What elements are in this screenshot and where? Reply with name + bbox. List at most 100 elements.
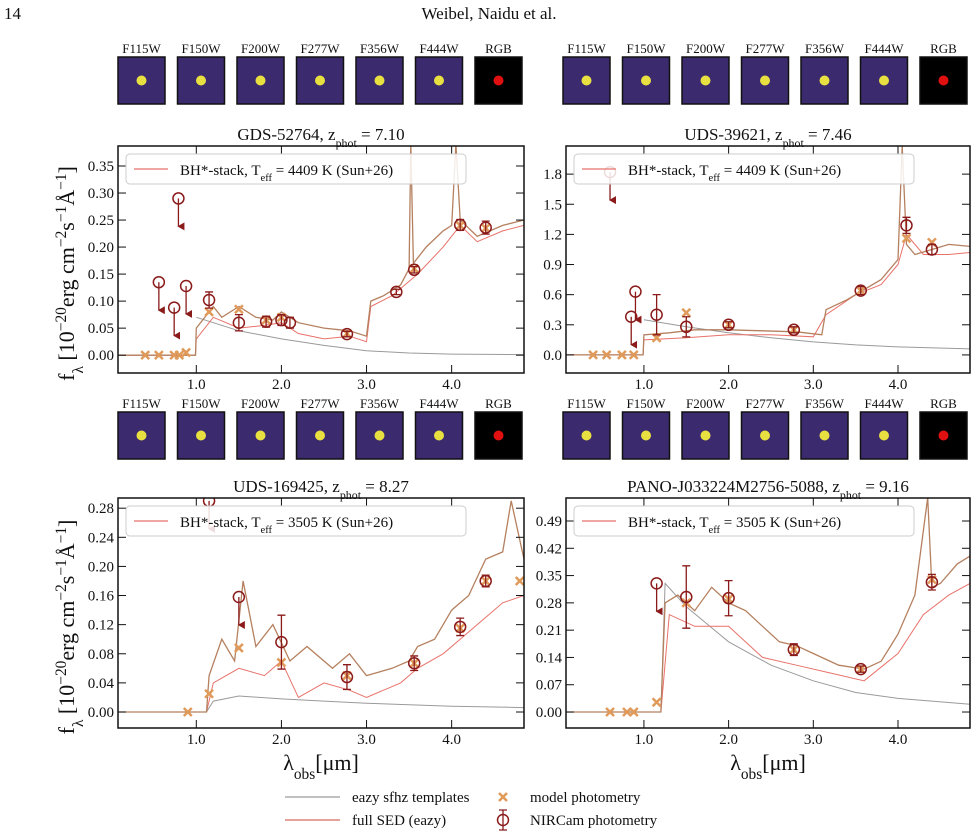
photometry-point	[275, 635, 288, 649]
y-axis-label-part: erg cm	[54, 601, 79, 661]
panel-title-part: UDS-39621, z	[684, 125, 783, 144]
panel-title-part: = 8.27	[361, 477, 409, 496]
thumbnail-source	[493, 430, 504, 441]
x-axis-label: λobs[μm]	[730, 750, 806, 783]
filter-label: F115W	[567, 396, 606, 411]
thumbnail-source	[136, 75, 147, 86]
photometry-point	[787, 323, 801, 337]
x-tick-label: 3.0	[804, 377, 823, 393]
plot-area	[118, 498, 524, 717]
photometry-point	[650, 308, 663, 321]
x-axis-label-part: [μm]	[762, 750, 806, 775]
error-bar	[682, 565, 691, 629]
legend-label: NIRCam photometry	[530, 813, 658, 829]
model-photometry	[204, 307, 214, 317]
x-axis-label-part: [μm]	[315, 750, 359, 775]
filter-label: F200W	[241, 396, 281, 411]
y-tick-label: 1.8	[543, 167, 562, 183]
thumbnail-source	[196, 430, 206, 441]
x-tick-label: 1.0	[635, 732, 654, 748]
y-axis-label-part: −2	[53, 584, 70, 600]
panel-title-part: GDS-52764, z	[237, 125, 336, 144]
error-bar	[856, 665, 865, 673]
legend-box	[573, 505, 915, 537]
filter-label: RGB	[930, 396, 957, 411]
model-photometry	[153, 350, 164, 361]
y-tick-label: 0.35	[536, 569, 562, 585]
filter-label: F115W	[122, 41, 161, 56]
filter-label: RGB	[930, 41, 957, 56]
model-photometry	[182, 707, 193, 717]
model-photometry	[617, 350, 627, 360]
x-tick-label: 1.0	[187, 377, 206, 393]
error-bar	[724, 579, 733, 617]
panel-title-part: phot	[783, 136, 805, 150]
plot-area	[566, 146, 970, 360]
filter-label: F444W	[865, 41, 905, 56]
model-photometry	[233, 643, 244, 653]
legend-label: model photometry	[530, 790, 641, 806]
panel-title-part: = 7.46	[804, 125, 852, 144]
model-photometry	[901, 233, 912, 244]
photometry-point	[453, 620, 467, 634]
thumbnail-source	[315, 75, 325, 86]
panel-title-part: = 9.16	[861, 477, 909, 496]
thumbnail-source	[819, 75, 830, 86]
y-axis-label-part: −20	[53, 307, 70, 331]
y-axis-label-part: s	[54, 222, 79, 231]
photometry-point	[407, 656, 421, 670]
thumbnail-source	[581, 75, 592, 86]
photometry-point	[202, 293, 216, 307]
legend-label-part: = 3505 K (Sun+26)	[272, 515, 393, 531]
thumbnail-source	[581, 430, 592, 441]
y-tick-label: 0.12	[88, 618, 114, 634]
thumbnail-source	[760, 75, 770, 86]
y-tick-label: 0.05	[88, 321, 114, 337]
filter-label: F356W	[805, 396, 845, 411]
thumbnail-source	[196, 75, 206, 86]
legend-label-part: BH*-stack, T	[628, 163, 709, 179]
filter-label: F200W	[241, 41, 281, 56]
error-bar	[342, 664, 351, 691]
thumbnail-source	[879, 430, 889, 441]
photometry-point	[340, 670, 354, 684]
filter-label: F200W	[686, 41, 726, 56]
y-axis-label-part: [10	[54, 685, 79, 720]
photometry-point	[340, 327, 354, 341]
y-tick-label: 0.10	[88, 294, 114, 310]
y-tick-label: 0.20	[88, 240, 114, 256]
x-tick-label: 2.0	[272, 732, 291, 748]
thumbnail-source	[434, 75, 444, 86]
y-tick-label: 0.07	[536, 678, 563, 694]
x-tick-label: 2.0	[272, 377, 291, 393]
panel-title-part: PANO-J033224M2756-5088, z	[627, 477, 840, 496]
filter-label: F150W	[182, 396, 222, 411]
filter-label: F444W	[865, 396, 905, 411]
filter-label: F356W	[360, 41, 400, 56]
filter-label: RGB	[485, 41, 512, 56]
model-photometry	[601, 350, 612, 360]
photometry-point	[232, 316, 246, 329]
y-axis-label-part: λ	[70, 719, 87, 727]
thumbnail-source	[938, 75, 949, 86]
y-axis-label: fλ [10−20erg cm−2s−1Å−1]	[53, 520, 87, 735]
filter-label: F356W	[805, 41, 845, 56]
x-axis-label-part: λ	[730, 750, 741, 775]
y-tick-label: 0.04	[88, 676, 115, 692]
sed-line	[118, 500, 524, 713]
filter-label: F356W	[360, 396, 400, 411]
y-axis-label-part: erg cm	[54, 247, 79, 307]
x-tick-label: 3.0	[357, 732, 376, 748]
model-photometry	[681, 307, 692, 318]
x-tick-label: 3.0	[804, 732, 823, 748]
photometry-point	[275, 313, 288, 327]
y-axis-label-part: λ	[70, 366, 87, 374]
template-line	[643, 319, 970, 350]
y-tick-label: 1.2	[543, 227, 562, 243]
y-axis-label-part: [10	[54, 331, 79, 366]
error-bar	[342, 330, 351, 338]
thumbnail-source	[136, 430, 147, 441]
x-tick-label: 1.0	[187, 732, 206, 748]
y-tick-label: 0.9	[543, 258, 562, 274]
